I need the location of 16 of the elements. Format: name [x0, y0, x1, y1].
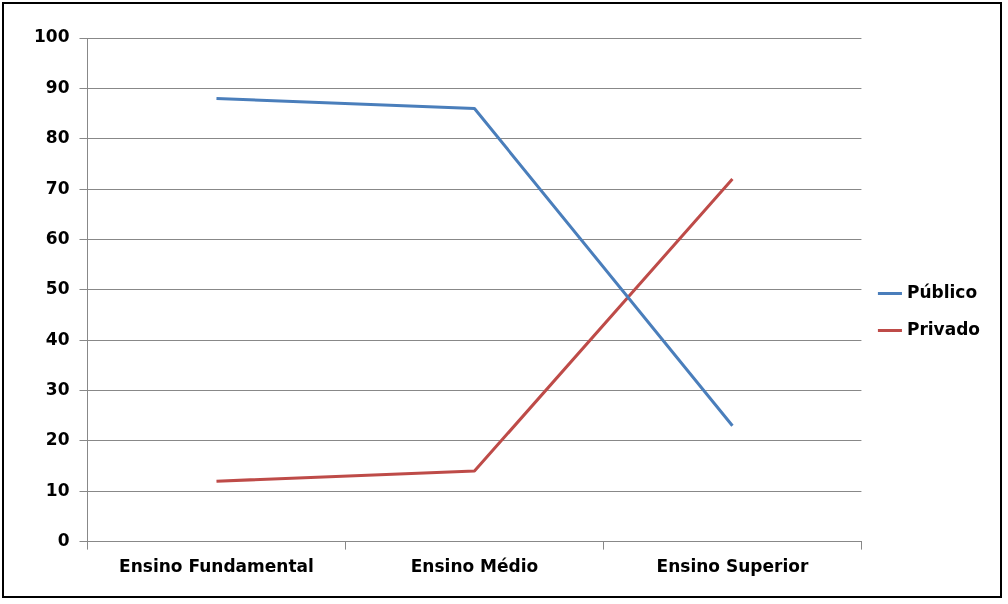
y-tick-label: 0 [57, 530, 70, 551]
y-tick-label: 50 [45, 278, 70, 299]
x-tick-label: Ensino Fundamental [119, 556, 314, 577]
y-tick-label: 40 [45, 328, 70, 349]
y-tick-label: 80 [45, 127, 70, 148]
y-tick-label: 20 [45, 429, 70, 450]
y-tick-label: 90 [45, 76, 70, 97]
y-tick-label: 60 [45, 227, 70, 248]
y-tick-label: 30 [45, 378, 70, 399]
x-tick-label: Ensino Superior [656, 556, 809, 577]
y-tick-label: 10 [45, 479, 70, 500]
x-tick-label: Ensino Médio [410, 556, 539, 577]
legend-label: Público [906, 281, 978, 302]
y-tick-label: 70 [45, 177, 70, 198]
legend-label: Privado [906, 318, 981, 339]
y-tick-label: 100 [33, 26, 70, 47]
